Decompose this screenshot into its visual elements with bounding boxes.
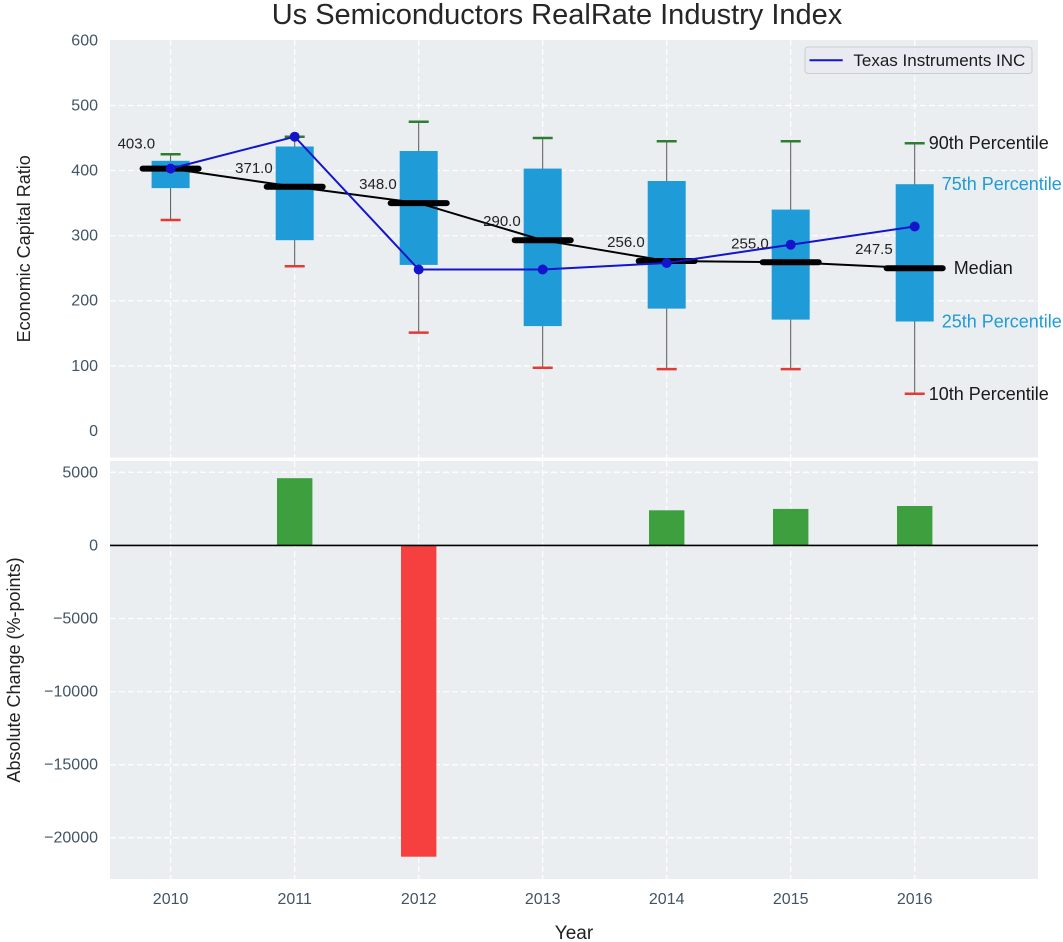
svg-text:−10000: −10000 <box>44 684 98 701</box>
svg-text:Economic Capital Ratio: Economic Capital Ratio <box>14 155 34 342</box>
svg-text:−15000: −15000 <box>44 757 98 774</box>
svg-text:25th Percentile: 25th Percentile <box>942 312 1062 332</box>
svg-text:Median: Median <box>954 258 1013 278</box>
svg-text:2016: 2016 <box>897 891 933 908</box>
svg-text:500: 500 <box>71 98 98 115</box>
svg-text:348.0: 348.0 <box>359 176 397 193</box>
svg-text:600: 600 <box>71 32 98 49</box>
svg-text:−5000: −5000 <box>53 611 98 628</box>
svg-text:Year: Year <box>555 923 594 942</box>
svg-text:2010: 2010 <box>153 891 189 908</box>
svg-text:−20000: −20000 <box>44 830 98 847</box>
svg-text:75th Percentile: 75th Percentile <box>942 174 1062 194</box>
svg-text:90th Percentile: 90th Percentile <box>929 133 1049 153</box>
svg-text:100: 100 <box>71 358 98 375</box>
svg-text:2013: 2013 <box>525 891 561 908</box>
svg-text:5000: 5000 <box>62 464 98 481</box>
svg-text:247.5: 247.5 <box>855 241 893 258</box>
svg-text:10th Percentile: 10th Percentile <box>929 384 1049 404</box>
svg-text:2015: 2015 <box>773 891 809 908</box>
svg-text:400: 400 <box>71 163 98 180</box>
svg-text:0: 0 <box>89 423 98 440</box>
svg-text:371.0: 371.0 <box>235 160 273 177</box>
svg-text:200: 200 <box>71 293 98 310</box>
svg-text:403.0: 403.0 <box>118 136 156 153</box>
svg-text:0: 0 <box>89 537 98 554</box>
svg-text:2011: 2011 <box>277 891 312 908</box>
svg-text:Absolute Change (%-points): Absolute Change (%-points) <box>4 557 24 782</box>
svg-text:Texas Instruments INC: Texas Instruments INC <box>853 51 1025 70</box>
svg-text:255.0: 255.0 <box>731 235 769 252</box>
svg-text:300: 300 <box>71 228 98 245</box>
svg-text:256.0: 256.0 <box>607 234 645 251</box>
svg-text:290.0: 290.0 <box>483 213 521 230</box>
svg-text:2014: 2014 <box>649 891 685 908</box>
svg-text:2012: 2012 <box>401 891 437 908</box>
svg-text:Us Semiconductors RealRate Ind: Us Semiconductors RealRate Industry Inde… <box>272 0 843 31</box>
